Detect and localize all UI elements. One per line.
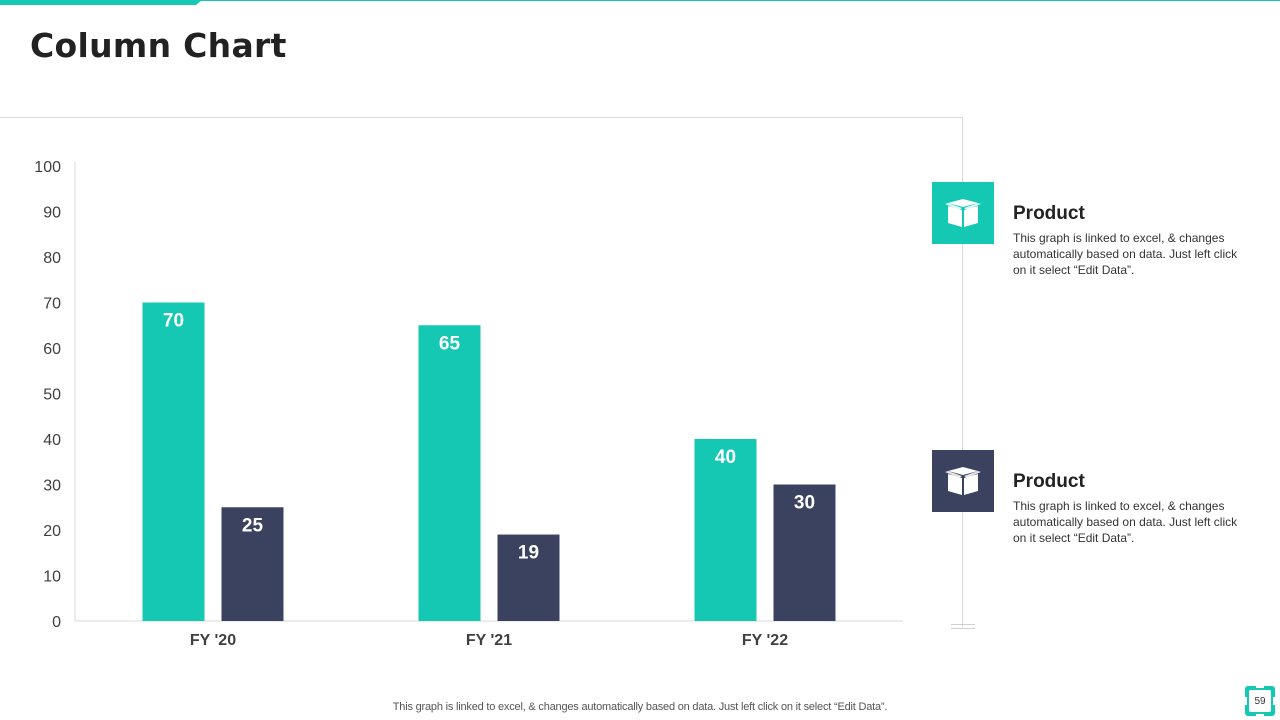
timeline-end-cap [951,628,975,629]
x-tick-label: FY '21 [466,632,512,649]
y-tick-label: 70 [43,296,61,313]
y-tick-label: 40 [43,432,61,449]
y-tick-label: 0 [52,614,61,631]
box-icon [945,199,981,227]
bar [418,325,481,621]
bar [773,484,836,621]
y-tick-label: 80 [43,250,61,267]
page-number: 59 [1254,695,1266,707]
x-tick-label: FY '20 [190,632,236,649]
legend-icon-tile [932,182,994,244]
bar [221,507,284,621]
chart-frame [0,117,963,627]
y-tick-label: 50 [43,387,61,404]
data-label: 65 [439,333,461,354]
x-tick-label: FY '22 [742,632,788,649]
y-tick-label: 60 [43,341,61,358]
badge-frame-icon [1243,684,1277,718]
timeline-end-cap [951,624,975,625]
data-label: 19 [518,543,539,564]
legend-title: Product [1013,203,1085,224]
legend-item-product-2: Product This graph is linked to excel, &… [931,450,1271,550]
bar [142,302,205,621]
legend-description: This graph is linked to excel, & changes… [1013,499,1238,545]
bar [497,534,560,621]
data-label: 40 [715,447,736,468]
footer-note: This graph is linked to excel, & changes… [392,701,888,713]
legend-item-product-1: Product This graph is linked to excel, &… [931,182,1271,282]
column-chart[interactable]: 0 10 20 30 40 50 60 70 80 90 100 70 25 FY '20 65 19 FY '… [0,0,960,680]
y-tick-label: 20 [43,523,61,540]
y-tick-label: 90 [43,205,61,222]
y-tick-label: 100 [34,159,61,176]
legend-icon-tile [932,450,994,512]
page-title: Column Chart [30,26,287,65]
bar [694,439,757,621]
legend-title: Product [1013,471,1085,492]
page-number-badge: 59 [1243,684,1277,718]
box-icon [945,467,981,495]
data-label: 25 [242,515,264,536]
data-label: 30 [794,493,815,514]
y-tick-label: 10 [43,569,61,586]
top-accent-line [0,0,1280,1]
y-tick-label: 30 [43,478,61,495]
data-label: 70 [163,311,184,332]
top-accent-bar [0,0,202,5]
legend-description: This graph is linked to excel, & changes… [1013,231,1238,277]
